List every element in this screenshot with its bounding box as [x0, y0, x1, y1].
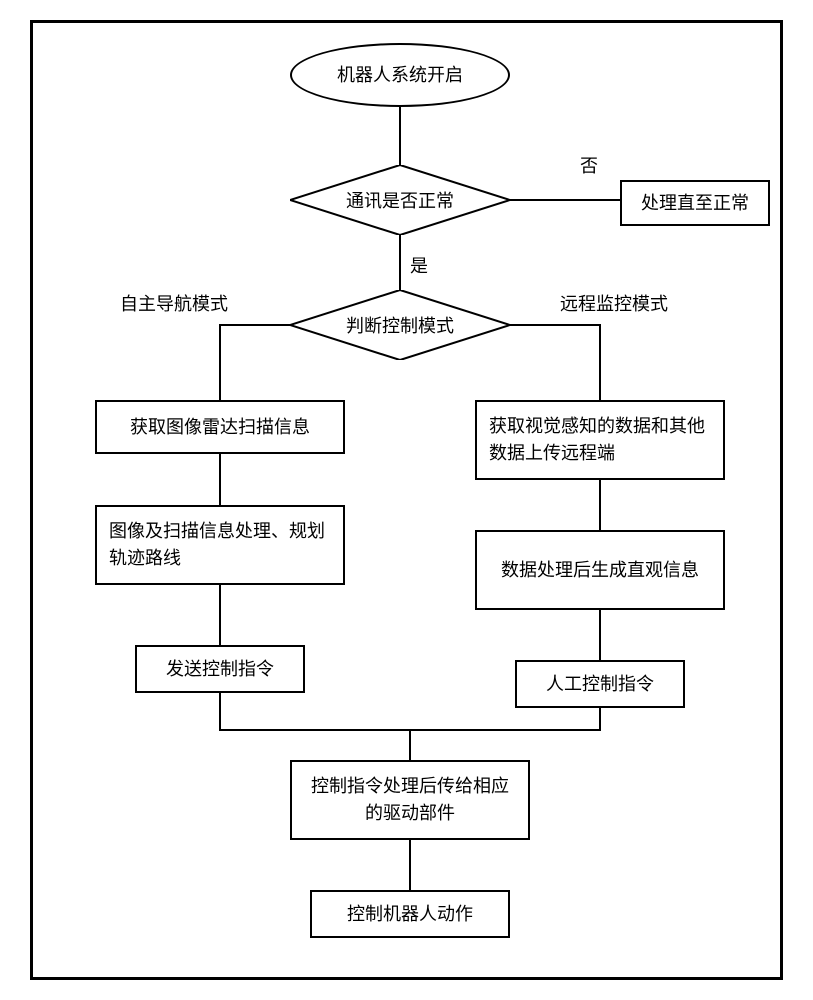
yes-label-text: 是: [410, 256, 428, 276]
end-node: 控制机器人动作: [310, 890, 510, 938]
edge: [599, 480, 601, 530]
edge: [599, 610, 601, 660]
auto-step-1-label: 获取图像雷达扫描信息: [130, 414, 310, 441]
remote-step-2: 数据处理后生成直观信息: [475, 530, 725, 610]
edge: [219, 693, 221, 730]
right-mode-label: 远程监控模式: [560, 290, 668, 316]
yes-label: 是: [410, 252, 428, 278]
edge: [409, 840, 411, 890]
comm-check-node: 通讯是否正常: [290, 165, 510, 235]
edge: [220, 324, 290, 326]
auto-step-3: 发送控制指令: [135, 645, 305, 693]
remote-step-1: 获取视觉感知的数据和其他数据上传远程端: [475, 400, 725, 480]
handle-error-label: 处理直至正常: [641, 190, 749, 217]
left-mode-label: 自主导航模式: [120, 290, 228, 316]
edge: [219, 585, 221, 645]
no-label: 否: [580, 152, 598, 178]
mode-check-label: 判断控制模式: [346, 312, 454, 338]
edge: [219, 324, 221, 400]
left-mode-text: 自主导航模式: [120, 294, 228, 314]
flowchart-canvas: 机器人系统开启 通讯是否正常 处理直至正常 判断控制模式 获取图像雷达扫描信息 …: [0, 0, 813, 1000]
mode-check-node: 判断控制模式: [290, 290, 510, 360]
remote-step-1-label: 获取视觉感知的数据和其他数据上传远程端: [489, 413, 711, 467]
edge: [219, 454, 221, 505]
start-node-label: 机器人系统开启: [337, 62, 463, 89]
edge: [409, 729, 601, 731]
auto-step-2: 图像及扫描信息处理、规划轨迹路线: [95, 505, 345, 585]
edge: [510, 199, 620, 201]
remote-step-3: 人工控制指令: [515, 660, 685, 708]
edge: [599, 708, 601, 730]
comm-check-label: 通讯是否正常: [346, 187, 454, 213]
auto-step-1: 获取图像雷达扫描信息: [95, 400, 345, 454]
handle-error-node: 处理直至正常: [620, 180, 770, 226]
edge: [409, 729, 411, 760]
right-mode-text: 远程监控模式: [560, 294, 668, 314]
merge-node: 控制指令处理后传给相应的驱动部件: [290, 760, 530, 840]
edge: [399, 235, 401, 290]
edge: [399, 107, 401, 165]
merge-node-label: 控制指令处理后传给相应的驱动部件: [304, 773, 516, 827]
no-label-text: 否: [580, 156, 598, 176]
edge: [219, 729, 411, 731]
remote-step-3-label: 人工控制指令: [546, 671, 654, 698]
edge: [510, 324, 600, 326]
start-node: 机器人系统开启: [290, 43, 510, 107]
auto-step-3-label: 发送控制指令: [166, 656, 274, 683]
auto-step-2-label: 图像及扫描信息处理、规划轨迹路线: [109, 518, 331, 572]
end-node-label: 控制机器人动作: [347, 901, 473, 928]
edge: [599, 324, 601, 400]
remote-step-2-label: 数据处理后生成直观信息: [501, 557, 699, 584]
